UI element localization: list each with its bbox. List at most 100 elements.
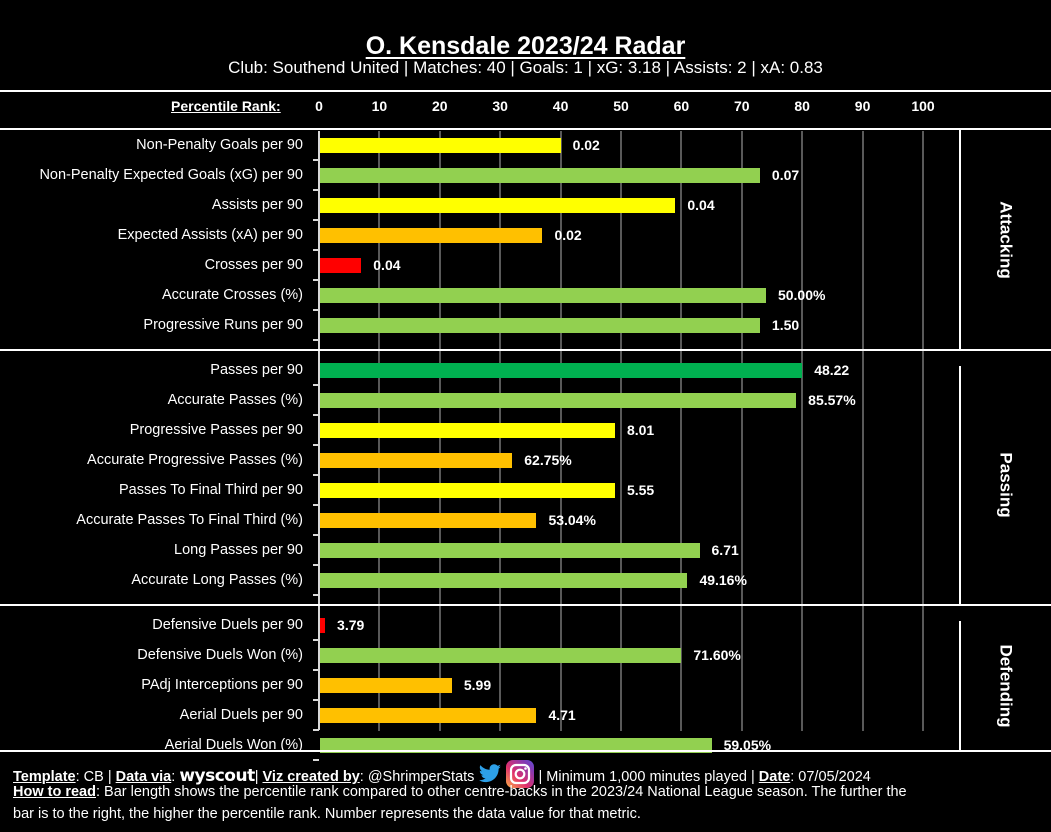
axis-tick: [313, 474, 319, 476]
metric-label: Accurate Passes To Final Third (%): [76, 512, 303, 528]
percentile-bar: [320, 708, 537, 723]
percentile-bar: [320, 648, 682, 663]
axis-tick: [313, 249, 319, 251]
percentile-bar: [320, 288, 766, 303]
gridline: [740, 131, 743, 731]
x-tick-label: 80: [794, 98, 810, 114]
axis-tick: [313, 339, 319, 341]
metric-label: Expected Assists (xA) per 90: [117, 227, 303, 243]
value-label: 0.02: [572, 137, 600, 153]
axis-tick: [313, 309, 319, 311]
x-axis-label: Percentile Rank:: [171, 98, 281, 114]
percentile-bar: [320, 453, 513, 468]
metric-label: Aerial Duels Won (%): [164, 737, 303, 753]
metric-label: Passes To Final Third per 90: [118, 482, 303, 498]
viz-value: : @ShrimperStats: [359, 768, 475, 785]
metric-label: Long Passes per 90: [174, 542, 303, 558]
value-label: 5.99: [463, 677, 492, 693]
divider-top: [0, 90, 1051, 92]
percentile-bar: [320, 618, 326, 633]
section-column-border: [959, 621, 961, 750]
section-label-passing: Passing: [961, 366, 1051, 604]
y-axis-line: [318, 131, 320, 730]
section-divider: [0, 349, 1051, 351]
value-label: 5.55: [626, 482, 655, 498]
value-label: 0.04: [373, 257, 401, 273]
x-tick-label: 0: [315, 98, 323, 114]
gridline: [620, 131, 622, 731]
percentile-bar: [320, 258, 362, 273]
percentile-bar: [320, 543, 700, 558]
metric-label: Passes per 90: [210, 362, 303, 378]
viz-label: Viz created by: [262, 768, 360, 785]
x-tick-label: 50: [613, 98, 629, 114]
axis-tick: [313, 534, 319, 536]
divider-footer: [0, 750, 1051, 752]
value-label: 59.05%: [723, 737, 772, 753]
metric-label: Accurate Long Passes (%): [131, 572, 303, 588]
template-label: Template: [13, 768, 76, 785]
date-value: : 07/05/2024: [790, 768, 871, 785]
percentile-bar: [320, 738, 712, 753]
x-tick-label: 70: [734, 98, 750, 114]
section-label-attacking: Attacking: [961, 130, 1051, 349]
value-label: 1.50: [771, 317, 800, 333]
gridline: [801, 131, 804, 731]
section-name: Passing: [996, 452, 1016, 518]
value-label: 71.60%: [693, 647, 741, 663]
metric-label: Accurate Passes (%): [167, 392, 303, 408]
metric-label: Aerial Duels per 90: [179, 707, 303, 723]
title-text: O. Kensdale 2023/24 Radar: [365, 32, 686, 60]
percentile-bar: [320, 363, 803, 378]
how-to-read-text-1: : Bar length shows the percentile rank c…: [95, 784, 907, 800]
percentile-bar: [320, 198, 676, 213]
date-label: Date: [758, 768, 791, 785]
axis-tick: [313, 729, 319, 731]
percentile-bar: [320, 483, 615, 498]
chart-title: O. Kensdale 2023/24 Radar: [0, 32, 1051, 61]
section-column-border: [959, 130, 961, 349]
data-via-label: Data via: [115, 768, 172, 785]
axis-tick: [313, 594, 319, 596]
footer-line-2: How to read: Bar length shows the percen…: [13, 782, 907, 802]
axis-tick: [313, 219, 319, 221]
axis-tick: [313, 639, 319, 641]
value-label: 3.79: [337, 617, 365, 633]
metric-label: Non-Penalty Expected Goals (xG) per 90: [39, 167, 303, 183]
section-divider: [0, 604, 1051, 606]
metric-label: Assists per 90: [211, 197, 303, 213]
percentile-bar: [320, 318, 760, 333]
percentile-bar: [320, 138, 561, 153]
x-tick-label: 40: [552, 98, 569, 114]
percentile-bar: [320, 228, 543, 243]
section-column-border: [959, 366, 961, 604]
x-tick-label: 30: [492, 98, 508, 114]
divider-header: [0, 128, 1051, 130]
gridline: [861, 131, 864, 731]
axis-tick: [313, 414, 319, 416]
value-label: 62.75%: [524, 452, 572, 468]
metric-label: PAdj Interceptions per 90: [141, 677, 303, 693]
twitter-bird-icon: [478, 764, 502, 790]
value-label: 0.02: [554, 227, 582, 243]
value-label: 0.07: [771, 167, 800, 183]
percentile-bar: [320, 573, 688, 588]
x-tick-label: 100: [911, 98, 935, 114]
axis-tick: [313, 159, 319, 161]
axis-tick: [313, 504, 319, 506]
percentile-bar: [320, 423, 615, 438]
x-tick-label: 60: [673, 98, 690, 114]
min-minutes-note: | Minimum 1,000 minutes played |: [534, 768, 759, 785]
x-tick-label: 10: [371, 98, 388, 114]
value-label: 4.71: [548, 707, 576, 723]
section-label-defending: Defending: [961, 621, 1051, 750]
footer-line-1: Template: CB | Data via: wyscout| Viz cr…: [13, 760, 871, 794]
data-via-sep: :: [171, 768, 180, 785]
footer-line-3: bar is to the right, the higher the perc…: [13, 806, 641, 822]
value-label: 49.16%: [699, 572, 747, 588]
percentile-bar: [320, 393, 797, 408]
x-tick-label: 20: [432, 98, 448, 114]
percentile-bar: [320, 513, 537, 528]
section-name: Attacking: [997, 200, 1016, 279]
section-name: Defending: [996, 643, 1016, 728]
